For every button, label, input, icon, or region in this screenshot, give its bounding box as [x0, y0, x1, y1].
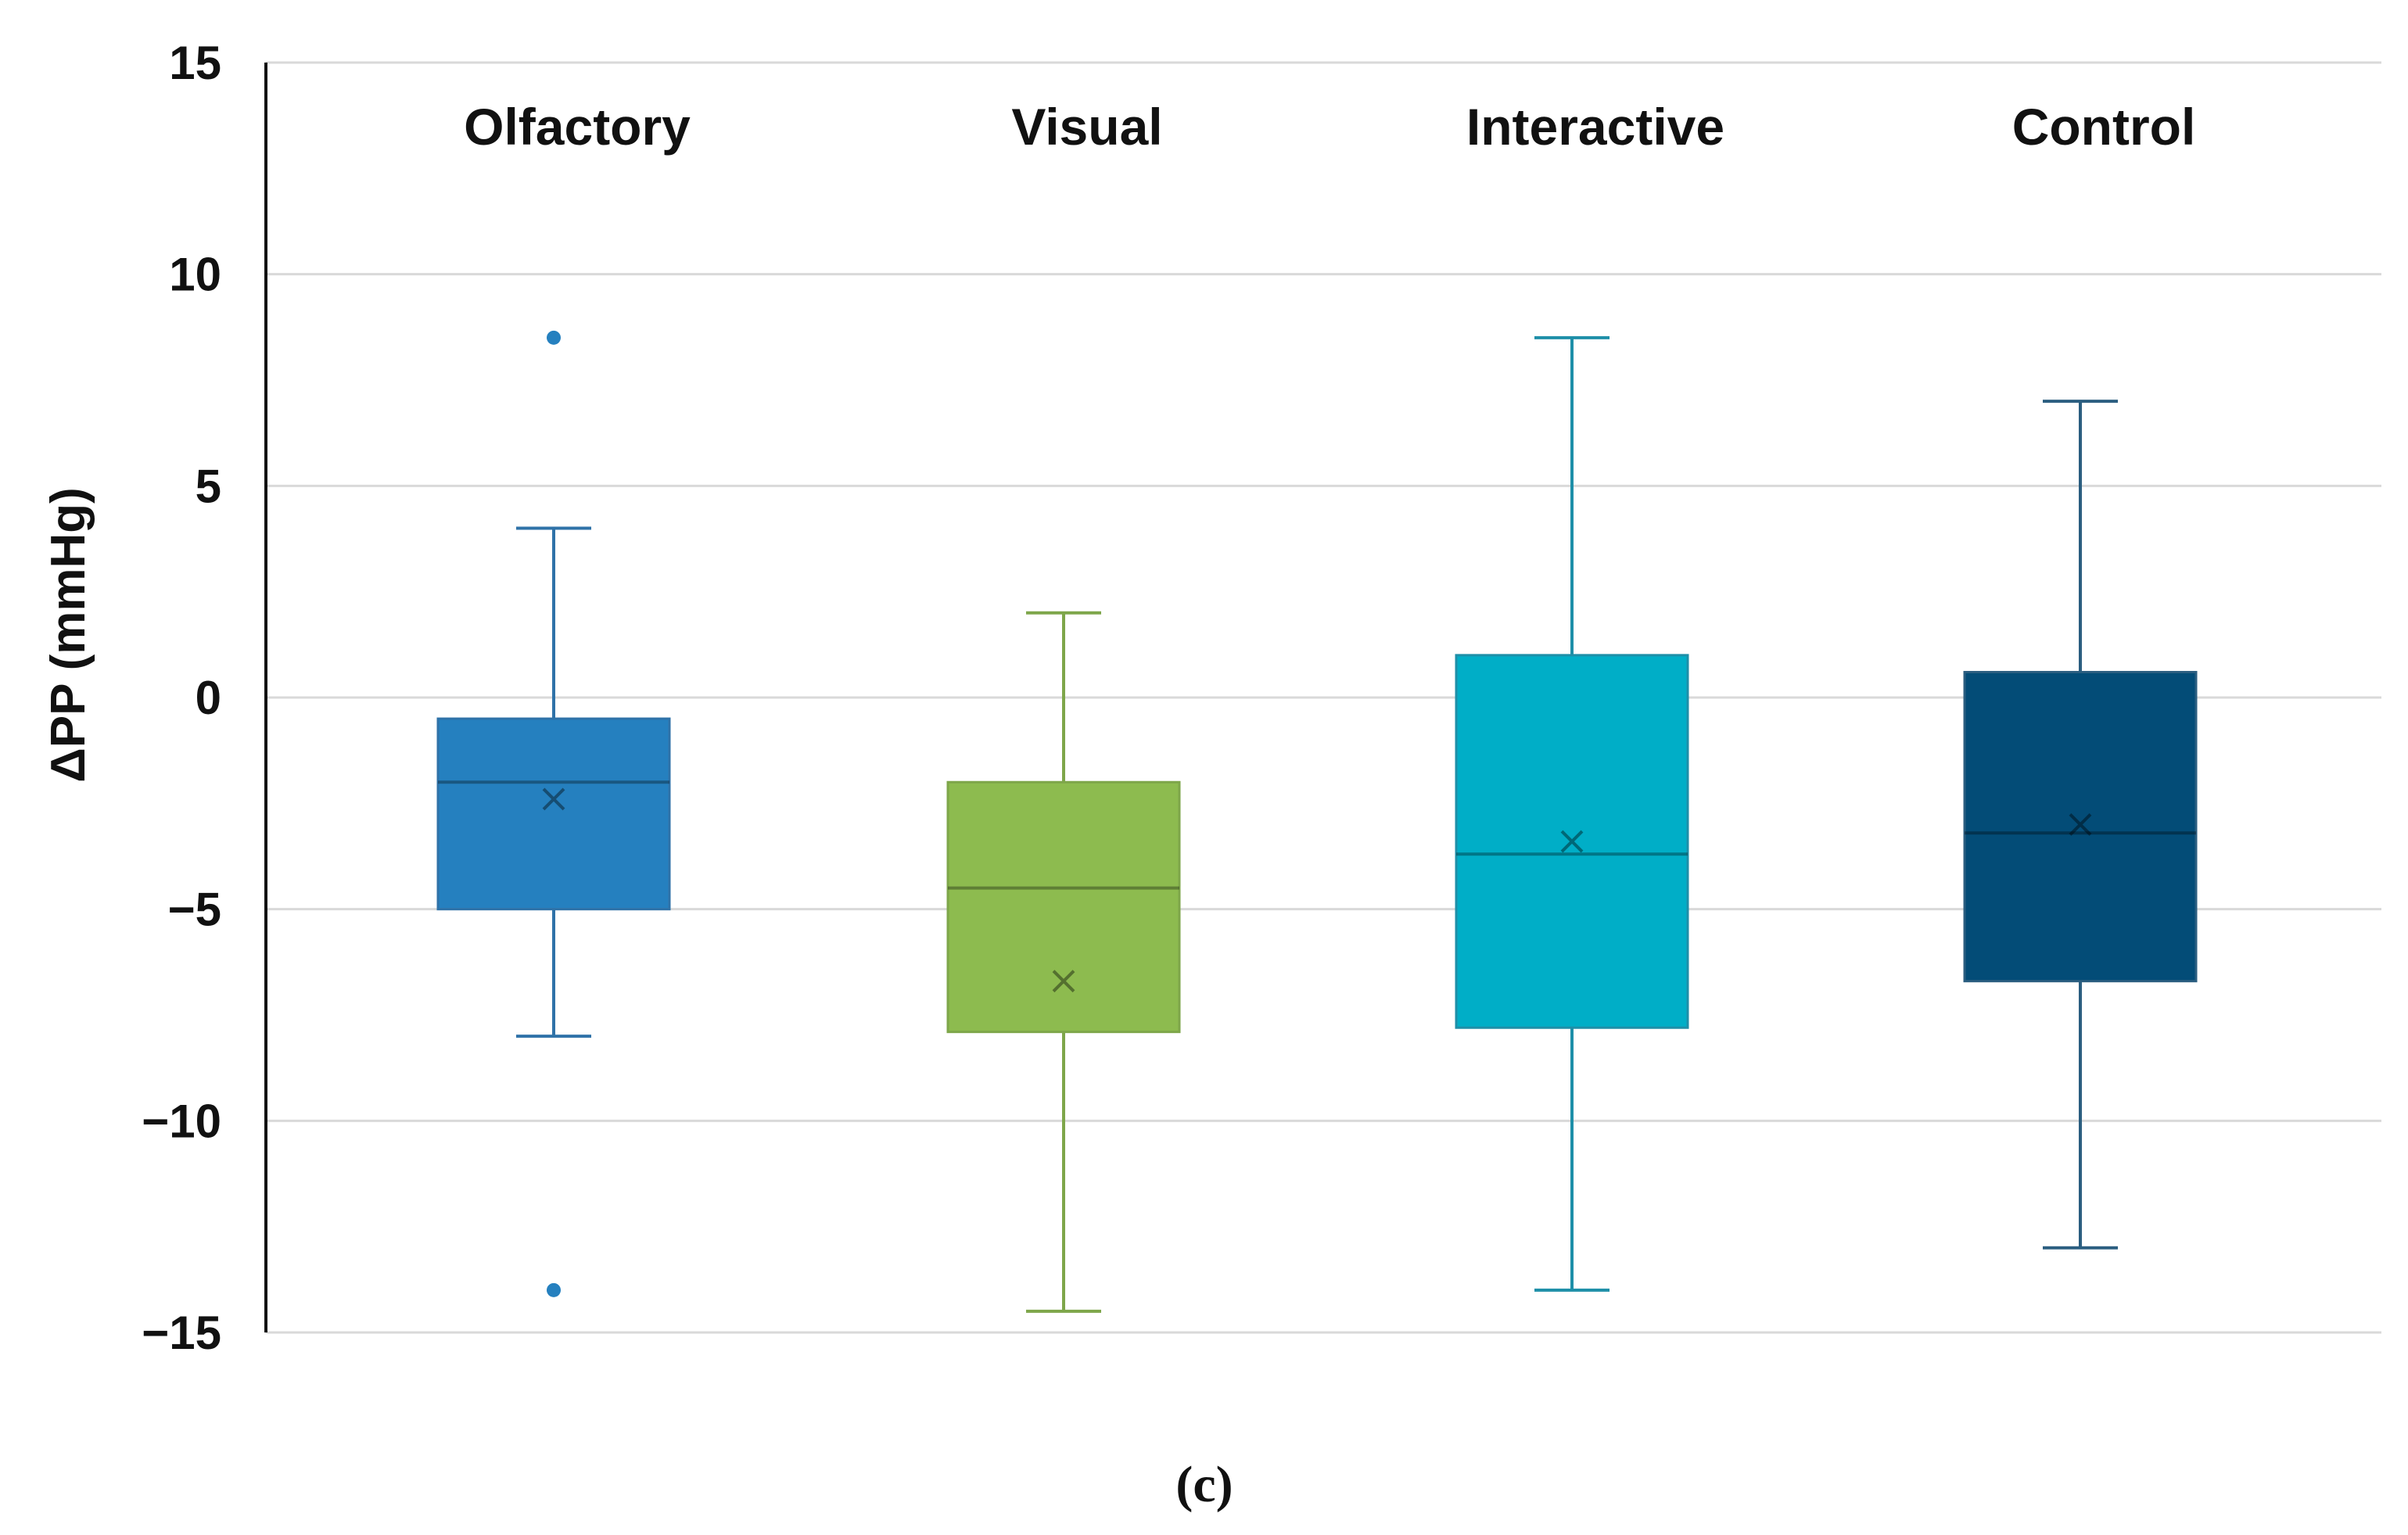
category-label-visual: Visual	[1011, 98, 1162, 156]
mean-marker	[2069, 812, 2092, 836]
y-tick-label: 15	[169, 37, 221, 89]
category-label-interactive: Interactive	[1466, 98, 1724, 156]
y-tick-label: −15	[142, 1307, 221, 1359]
y-tick-label: 5	[196, 460, 221, 512]
y-tick-label: −10	[142, 1095, 221, 1147]
boxes	[436, 330, 2198, 1313]
iqr-box	[436, 717, 671, 911]
category-label-control: Control	[2012, 98, 2196, 156]
iqr-box	[1963, 671, 2198, 983]
iqr-box	[1455, 654, 1689, 1029]
outlier-point	[547, 330, 561, 345]
box-interactive	[1455, 335, 1689, 1292]
iqr-box	[946, 780, 1181, 1034]
y-tick-label: 0	[196, 672, 221, 724]
y-tick-label: 10	[169, 249, 221, 301]
box-olfactory	[436, 330, 671, 1297]
box-control	[1963, 400, 2198, 1250]
mean-marker	[1560, 830, 1584, 853]
category-labels: Olfactory Visual Interactive Control	[464, 98, 2195, 156]
panel-label: (c)	[1175, 1456, 1233, 1513]
mean-marker	[542, 787, 565, 811]
y-axis-title: ΔPP (mmHg)	[41, 487, 95, 783]
y-tick-label: −5	[168, 884, 221, 936]
mean-marker	[1052, 970, 1075, 993]
category-label-olfactory: Olfactory	[464, 98, 691, 156]
y-tick-labels: 15 10 5 0 −5 −10 −15	[142, 37, 221, 1359]
box-visual	[946, 611, 1181, 1313]
outlier-point	[547, 1282, 561, 1297]
